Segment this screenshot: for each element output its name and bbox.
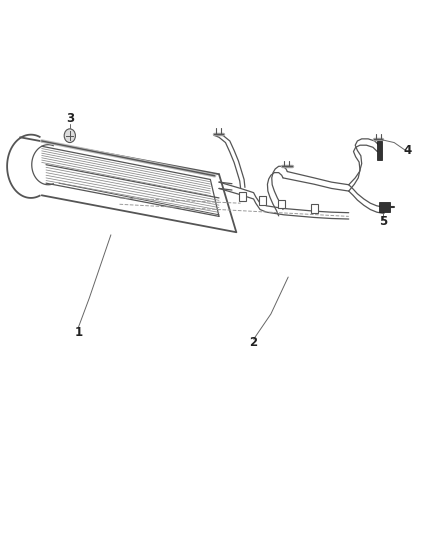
Bar [379,201,390,212]
Text: 3: 3 [66,112,74,125]
Text: 5: 5 [379,215,388,228]
Circle shape [64,129,75,142]
Text: 4: 4 [403,144,411,157]
Text: 1: 1 [74,326,82,339]
Bar [311,204,318,213]
Text: 2: 2 [250,336,258,350]
Bar [377,141,382,160]
Bar [259,196,266,205]
Bar [278,200,285,208]
Bar [239,192,246,200]
